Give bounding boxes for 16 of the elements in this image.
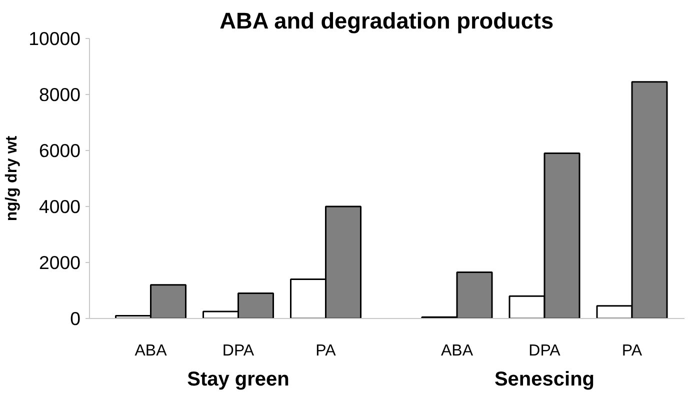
y-tick-label: 4000 [38, 196, 81, 217]
text: Stay green [187, 368, 290, 390]
x-tick-label: PA [622, 342, 642, 360]
y-tick-label: 10000 [28, 28, 81, 49]
x-tick-label: ABA [134, 342, 168, 360]
chart-title: ABA and degradation products [220, 8, 554, 34]
y-axis-title: ng/g dry wt [4, 135, 21, 222]
text: Senescing [494, 368, 595, 390]
x-tick-label: DPA [528, 342, 561, 360]
x-tick-label: PA [316, 342, 336, 360]
y-tick-label: 8000 [38, 84, 81, 105]
x-tick-label: ABA [440, 342, 474, 360]
y-tick-label: 6000 [38, 140, 81, 161]
y-tick-label: 2000 [38, 252, 81, 273]
y-tick-label: 0 [70, 308, 81, 329]
x-tick-label: DPA [222, 342, 254, 360]
